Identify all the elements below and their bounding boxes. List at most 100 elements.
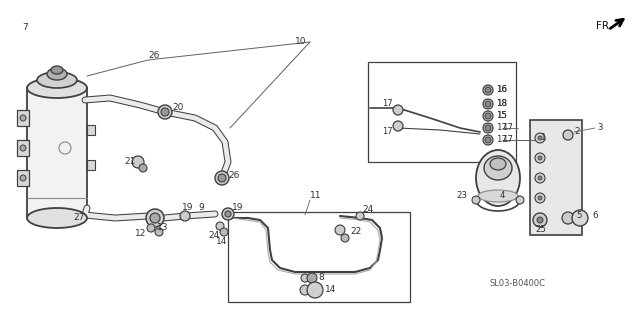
Text: 2: 2 <box>574 127 579 137</box>
Text: 18: 18 <box>496 100 507 108</box>
Bar <box>530 120 582 235</box>
Text: 26: 26 <box>148 50 159 60</box>
Ellipse shape <box>47 68 67 80</box>
Circle shape <box>161 108 169 116</box>
Text: 4: 4 <box>500 191 506 200</box>
Circle shape <box>393 121 403 131</box>
Text: 14: 14 <box>216 237 227 247</box>
Circle shape <box>563 130 573 140</box>
Circle shape <box>225 211 231 217</box>
Circle shape <box>335 225 345 235</box>
Text: 6: 6 <box>592 210 598 219</box>
Text: 1: 1 <box>540 133 545 143</box>
Text: 18: 18 <box>496 100 507 108</box>
Ellipse shape <box>484 156 512 180</box>
Circle shape <box>562 212 574 224</box>
Text: 9: 9 <box>198 203 204 211</box>
Bar <box>87 125 95 135</box>
Circle shape <box>572 210 588 226</box>
Circle shape <box>356 212 364 220</box>
Text: 5: 5 <box>576 210 582 219</box>
Circle shape <box>516 196 524 204</box>
Ellipse shape <box>27 208 87 228</box>
Circle shape <box>155 228 163 236</box>
Circle shape <box>538 136 542 140</box>
Circle shape <box>533 213 547 227</box>
Text: 17: 17 <box>496 135 507 145</box>
Text: 17: 17 <box>496 124 507 133</box>
Text: 17: 17 <box>382 100 393 108</box>
Bar <box>17 170 29 186</box>
Ellipse shape <box>476 150 520 206</box>
Text: SL03-B0400C: SL03-B0400C <box>490 279 546 288</box>
Text: 24: 24 <box>362 205 373 215</box>
Bar <box>228 212 410 302</box>
Circle shape <box>535 153 545 163</box>
Circle shape <box>535 133 545 143</box>
Bar <box>17 140 29 156</box>
Circle shape <box>215 171 229 185</box>
Circle shape <box>483 123 493 133</box>
Text: 17: 17 <box>502 135 513 145</box>
Text: 26: 26 <box>228 171 239 179</box>
Circle shape <box>485 87 491 93</box>
Text: 23: 23 <box>456 191 467 200</box>
Circle shape <box>307 282 323 298</box>
Circle shape <box>20 175 26 181</box>
Bar <box>17 110 29 126</box>
Text: 17: 17 <box>502 124 513 133</box>
Text: 3: 3 <box>597 124 602 133</box>
Ellipse shape <box>37 72 77 88</box>
Circle shape <box>483 111 493 121</box>
Text: 8: 8 <box>318 274 324 282</box>
Circle shape <box>393 105 403 115</box>
Circle shape <box>483 99 493 109</box>
Text: 7: 7 <box>22 23 28 33</box>
Text: 15: 15 <box>496 112 507 120</box>
Ellipse shape <box>490 158 506 170</box>
Text: FR.: FR. <box>596 21 612 31</box>
Text: 14: 14 <box>325 286 337 294</box>
Circle shape <box>535 173 545 183</box>
Circle shape <box>538 176 542 180</box>
Circle shape <box>485 125 491 131</box>
Circle shape <box>472 196 480 204</box>
Text: 15: 15 <box>496 112 507 120</box>
Text: 10: 10 <box>295 37 307 47</box>
Text: 25: 25 <box>535 225 546 235</box>
Circle shape <box>341 234 349 242</box>
Circle shape <box>483 135 493 145</box>
Ellipse shape <box>51 66 63 74</box>
Ellipse shape <box>478 190 518 202</box>
Circle shape <box>216 222 224 230</box>
Circle shape <box>485 101 491 107</box>
Circle shape <box>485 137 491 143</box>
Circle shape <box>150 213 160 223</box>
Circle shape <box>537 217 543 223</box>
Text: 12: 12 <box>135 230 147 238</box>
Text: 11: 11 <box>310 191 321 200</box>
Text: 19: 19 <box>232 203 243 211</box>
Text: 13: 13 <box>157 223 168 232</box>
Circle shape <box>158 105 172 119</box>
Text: 20: 20 <box>172 103 184 113</box>
Text: 17: 17 <box>382 127 393 137</box>
Circle shape <box>483 85 493 95</box>
Circle shape <box>538 196 542 200</box>
Circle shape <box>180 211 190 221</box>
Bar <box>368 62 516 162</box>
Bar <box>27 88 87 218</box>
Circle shape <box>132 156 144 168</box>
Text: 24: 24 <box>208 231 220 241</box>
Circle shape <box>20 115 26 121</box>
Circle shape <box>218 174 226 182</box>
Circle shape <box>222 208 234 220</box>
Circle shape <box>307 273 317 283</box>
Circle shape <box>20 145 26 151</box>
Circle shape <box>535 193 545 203</box>
Text: 27: 27 <box>73 214 84 223</box>
Circle shape <box>139 164 147 172</box>
Circle shape <box>300 285 310 295</box>
Circle shape <box>538 156 542 160</box>
Text: 16: 16 <box>496 86 507 94</box>
